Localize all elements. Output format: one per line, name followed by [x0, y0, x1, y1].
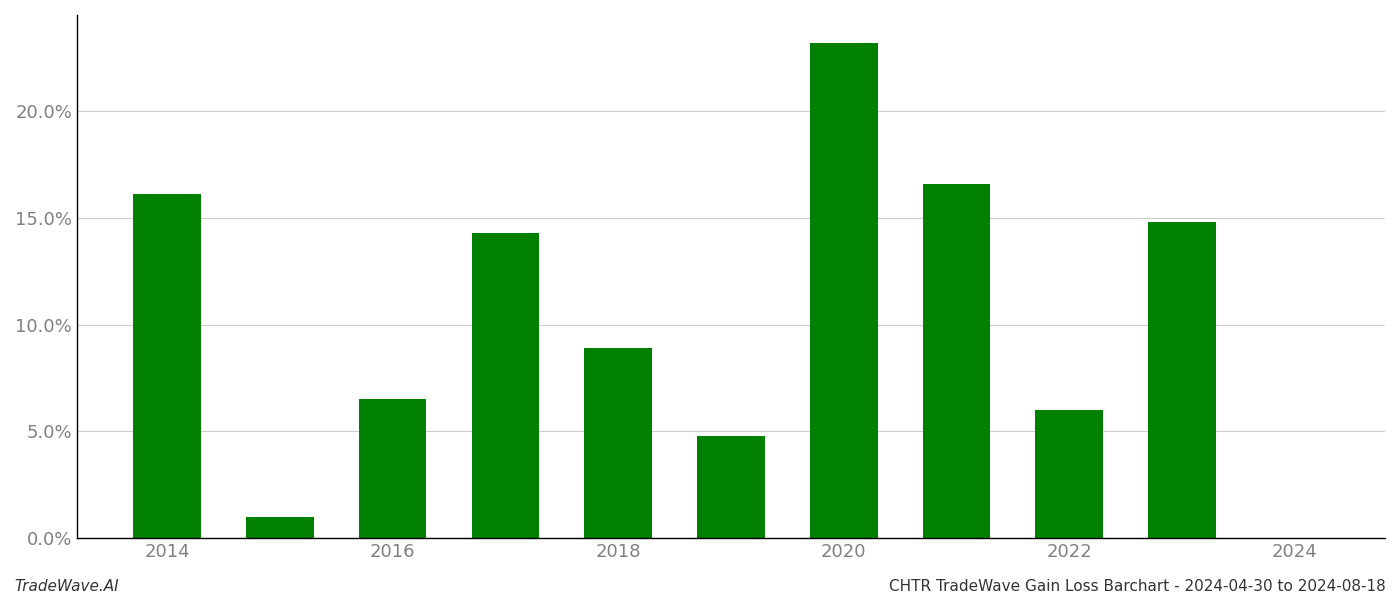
Bar — [358, 400, 427, 538]
Text: CHTR TradeWave Gain Loss Barchart - 2024-04-30 to 2024-08-18: CHTR TradeWave Gain Loss Barchart - 2024… — [889, 579, 1386, 594]
Bar — [472, 233, 539, 538]
Bar — [584, 348, 652, 538]
Bar — [246, 517, 314, 538]
Bar — [1036, 410, 1103, 538]
Bar — [1148, 222, 1215, 538]
Bar — [697, 436, 764, 538]
Bar — [923, 184, 990, 538]
Bar — [133, 194, 202, 538]
Bar — [809, 43, 878, 538]
Text: TradeWave.AI: TradeWave.AI — [14, 579, 119, 594]
